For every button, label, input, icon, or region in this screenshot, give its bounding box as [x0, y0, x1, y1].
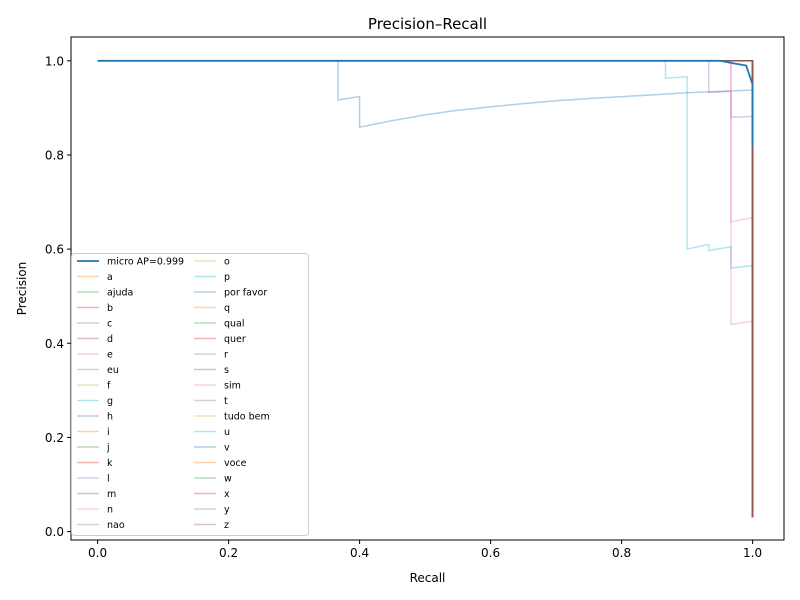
legend-label: c	[107, 319, 112, 330]
y-axis: 0.0 0.2 0.4 0.6 0.8 1.0	[45, 54, 71, 539]
x-tick-label: 1.0	[743, 546, 762, 560]
chart-title: Precision–Recall	[368, 15, 487, 33]
legend-label: y	[224, 505, 230, 516]
legend-box	[71, 253, 309, 536]
legend-label: r	[224, 350, 228, 361]
series-line-g	[97, 60, 754, 518]
legend-label: a	[107, 272, 113, 283]
legend-label: p	[224, 272, 230, 283]
legend-label: sim	[224, 381, 241, 392]
x-tick-label: 0.4	[350, 546, 369, 560]
x-tick-label: 0.8	[612, 546, 631, 560]
legend-label: i	[107, 427, 110, 438]
plot-area	[97, 59, 754, 518]
legend-label: v	[224, 443, 230, 454]
legend-label: por favor	[224, 288, 267, 299]
legend-label: micro AP=0.999	[107, 257, 184, 268]
legend-label: nao	[107, 520, 125, 531]
legend-label: x	[224, 489, 230, 500]
legend-label: b	[107, 303, 113, 314]
legend-label: m	[107, 489, 116, 500]
legend-label: d	[107, 334, 113, 345]
x-tick-label: 0.2	[219, 546, 238, 560]
legend-label: h	[107, 412, 113, 423]
series-line-micro-ap-0-999	[97, 59, 754, 146]
legend-label: ajuda	[107, 288, 133, 299]
series-line-h	[97, 60, 754, 518]
y-tick-label: 1.0	[45, 54, 64, 68]
legend-label: z	[224, 520, 229, 531]
legend-label: q	[224, 303, 230, 314]
legend-label: l	[107, 474, 110, 485]
legend-label: tudo bem	[224, 412, 270, 423]
y-tick-label: 0.2	[45, 431, 64, 445]
legend-label: f	[107, 381, 111, 392]
x-axis: 0.0 0.2 0.4 0.6 0.8 1.0	[88, 540, 762, 560]
legend-label: quer	[224, 334, 246, 345]
x-axis-label: Recall	[410, 571, 446, 585]
legend-label: e	[107, 350, 113, 361]
legend-label: eu	[107, 365, 119, 376]
y-tick-label: 0.6	[45, 243, 64, 257]
y-tick-label: 0.8	[45, 148, 64, 162]
legend-label: u	[224, 427, 230, 438]
legend-label: t	[224, 396, 228, 407]
legend-label: s	[224, 365, 229, 376]
legend-label: qual	[224, 319, 245, 330]
legend-label: n	[107, 505, 113, 516]
x-tick-label: 0.6	[481, 546, 500, 560]
y-axis-label: Precision	[15, 262, 29, 316]
legend-label: o	[224, 257, 230, 268]
legend-label: w	[224, 474, 232, 485]
legend-label: g	[107, 396, 113, 407]
legend-label: k	[107, 458, 113, 469]
y-tick-label: 0.4	[45, 337, 64, 351]
legend-label: voce	[224, 458, 247, 469]
y-tick-label: 0.0	[45, 525, 64, 539]
legend: micro AP=0.999aajudabcdeeufghijklmnnaoop…	[71, 253, 309, 536]
legend-label: j	[106, 443, 110, 454]
x-tick-label: 0.0	[88, 546, 107, 560]
